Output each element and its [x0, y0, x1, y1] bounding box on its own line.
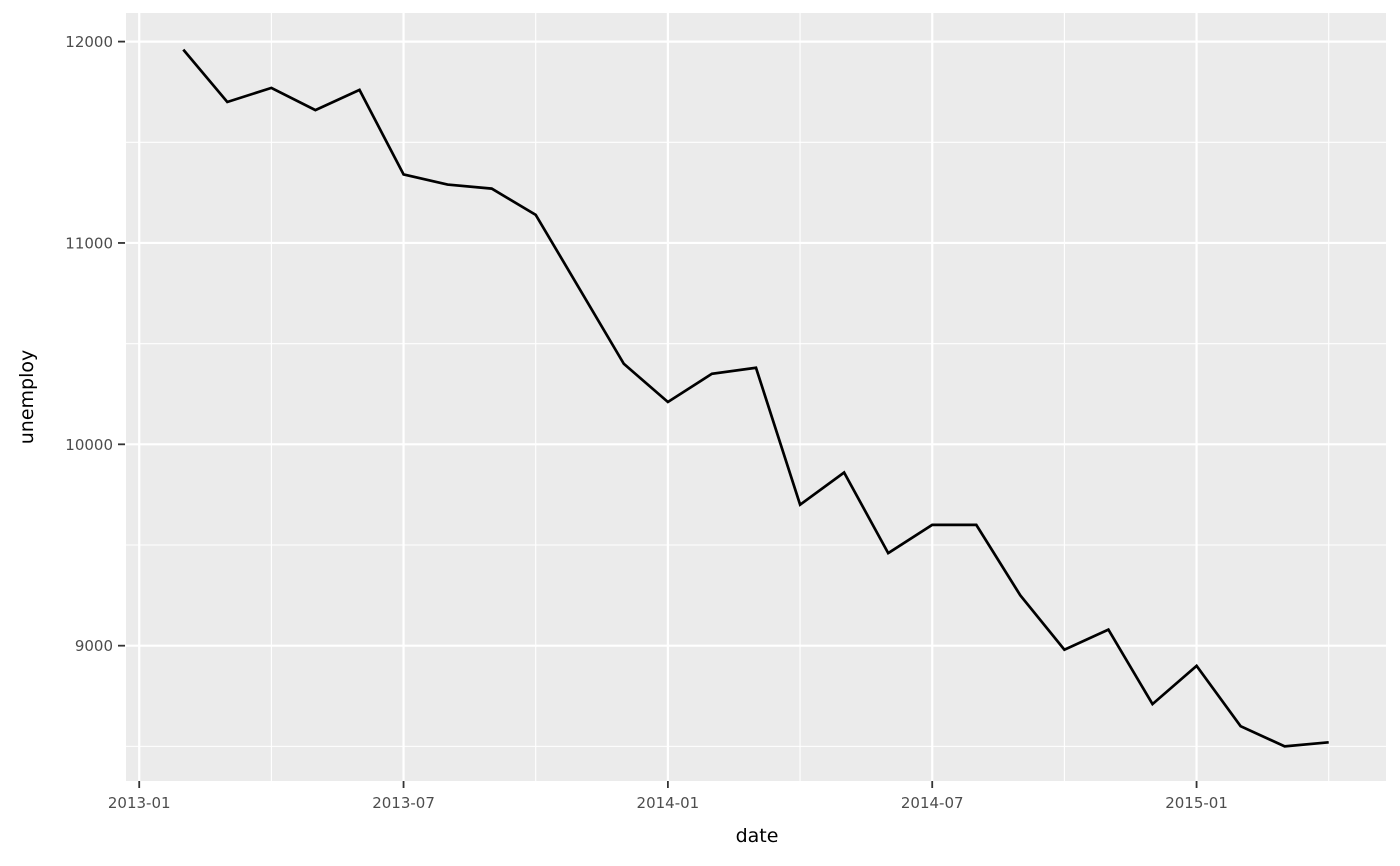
x-tick-label: 2014-07 — [901, 794, 964, 812]
x-tick-label: 2015-01 — [1165, 794, 1228, 812]
y-tick-label: 9000 — [75, 637, 113, 655]
x-tick-label: 2014-01 — [637, 794, 700, 812]
x-tick-label: 2013-01 — [108, 794, 171, 812]
y-tick-label: 11000 — [65, 234, 113, 252]
y-tick-label: 12000 — [65, 33, 113, 51]
panel-background — [126, 13, 1386, 781]
y-tick-label: 10000 — [65, 436, 113, 454]
x-axis-title: date — [736, 825, 779, 847]
x-tick-label: 2013-07 — [372, 794, 435, 812]
y-axis-title: unemploy — [16, 350, 38, 445]
unemployment-line — [182, 48, 1329, 748]
chart-layers: 2013-01 2013-07 2014-01 2014-07 2015-01 12000… — [65, 13, 1386, 812]
